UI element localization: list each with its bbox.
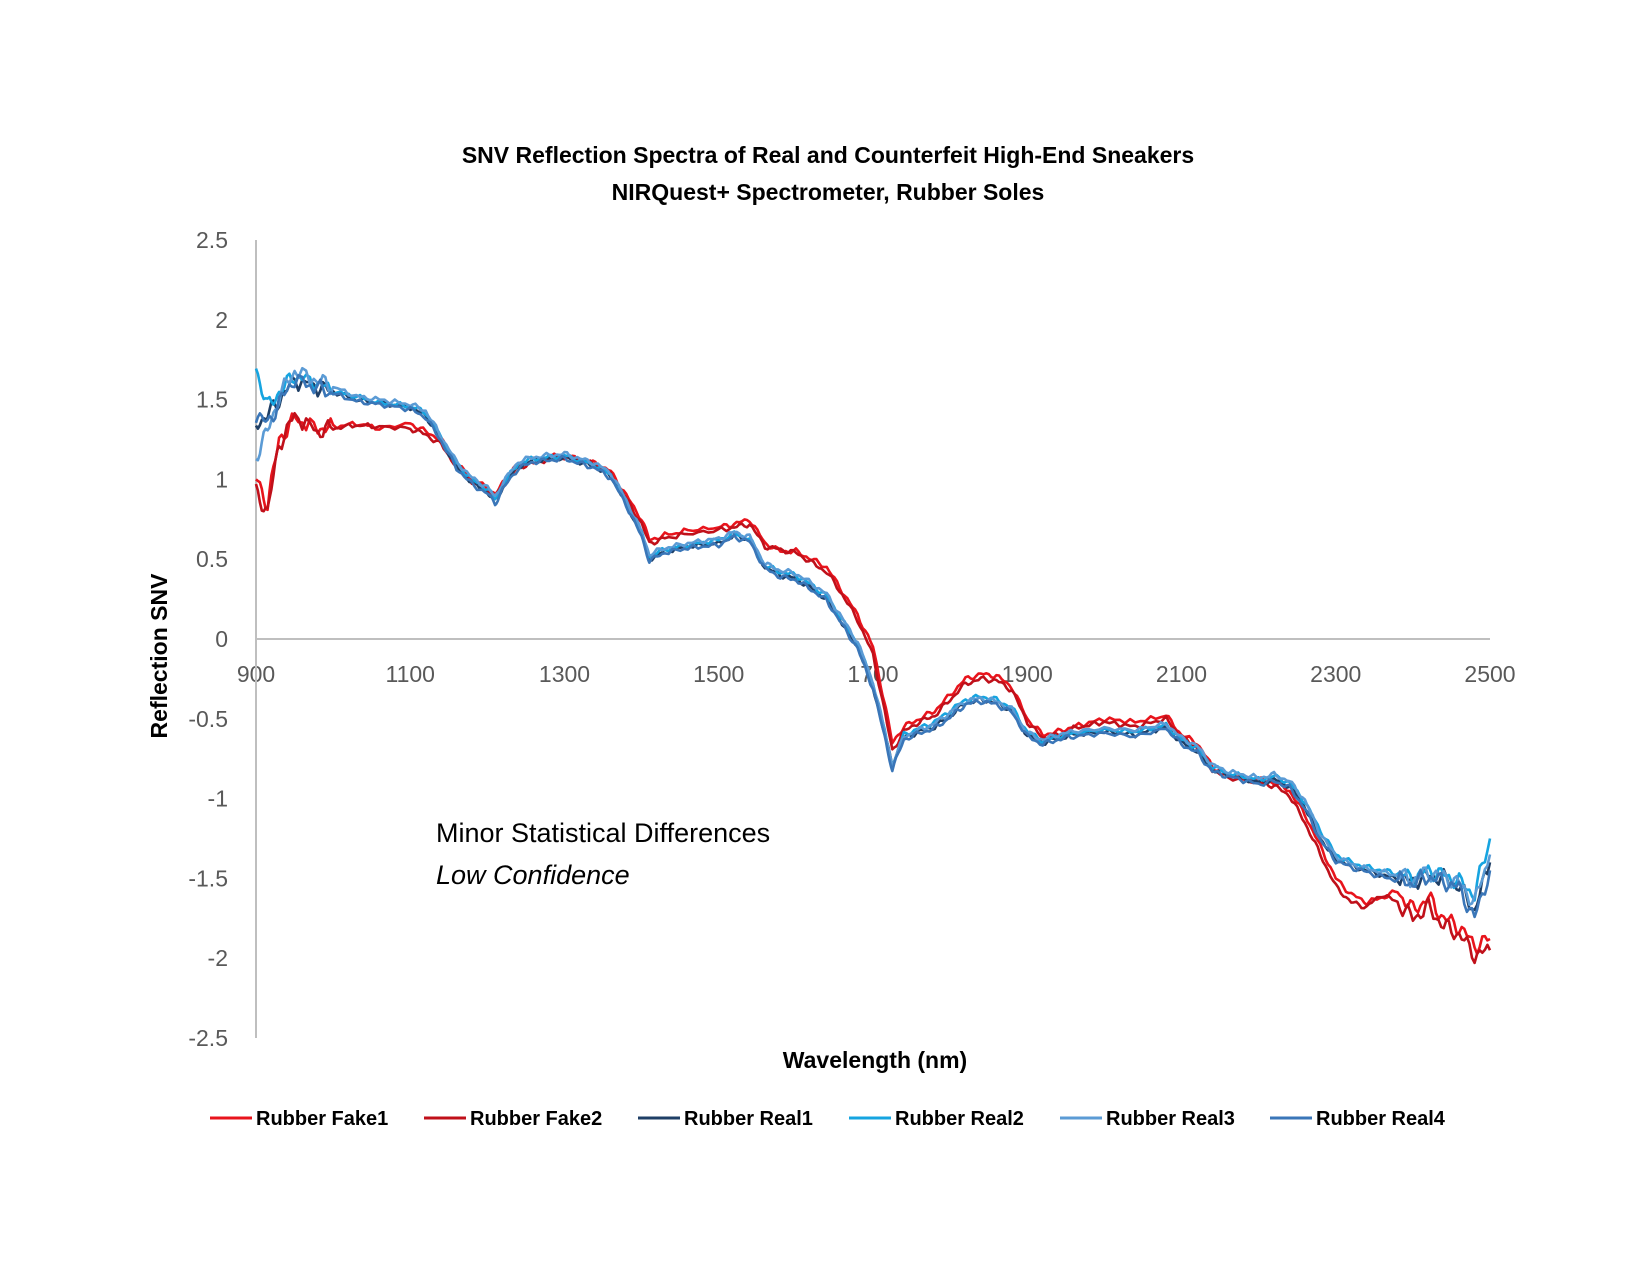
x-tick-label: 2500 [1464, 661, 1515, 687]
legend-label: Rubber Real1 [684, 1108, 813, 1130]
x-tick-label: 1500 [693, 661, 744, 687]
series-lines [254, 366, 1492, 965]
annotation-minor-differences: Minor Statistical Differences [436, 818, 770, 848]
x-tick-label: 2100 [1156, 661, 1207, 687]
y-tick-label: 1.5 [196, 387, 228, 413]
legend-label: Rubber Fake2 [470, 1108, 602, 1130]
y-tick-label: 0.5 [196, 546, 228, 572]
y-tick-label: -1.5 [188, 865, 228, 891]
y-tick-label: 1 [215, 466, 228, 492]
annotation-low-confidence: Low Confidence [436, 860, 630, 890]
series-line-6 [254, 373, 1492, 919]
legend-label: Rubber Real2 [895, 1108, 1024, 1130]
y-tick-label: 0 [215, 626, 228, 652]
x-tick-label: 1900 [1002, 661, 1053, 687]
legend: Rubber Fake1 Rubber Fake2 Rubber Real1 Rubb… [210, 1108, 1446, 1130]
y-tick-label: -2.5 [188, 1025, 228, 1051]
x-tick-label: 2300 [1310, 661, 1361, 687]
chart-title: SNV Reflection Spectra of Real and Count… [462, 142, 1194, 168]
y-tick-label: -0.5 [188, 706, 228, 732]
y-tick-label: -1 [208, 786, 228, 812]
x-tick-label: 1100 [386, 661, 435, 687]
chart-subtitle: NIRQuest+ Spectrometer, Rubber Soles [612, 179, 1045, 205]
y-tick-label: -2 [208, 945, 228, 971]
y-tick-label: 2 [215, 307, 228, 333]
legend-label: Rubber Real3 [1106, 1108, 1235, 1130]
y-tick-label: 2.5 [196, 227, 228, 253]
x-tick-label: 1300 [539, 661, 590, 687]
legend-label: Rubber Real4 [1316, 1108, 1446, 1130]
legend-label: Rubber Fake1 [256, 1108, 388, 1130]
x-axis-title: Wavelength (nm) [783, 1047, 967, 1073]
y-axis-title: Reflection SNV [146, 573, 172, 739]
series-line-5 [255, 366, 1492, 907]
y-tick-labels: 2.5 2 1.5 1 0.5 0 -0.5 -1 -1.5 -2 -2.5 [188, 227, 228, 1051]
